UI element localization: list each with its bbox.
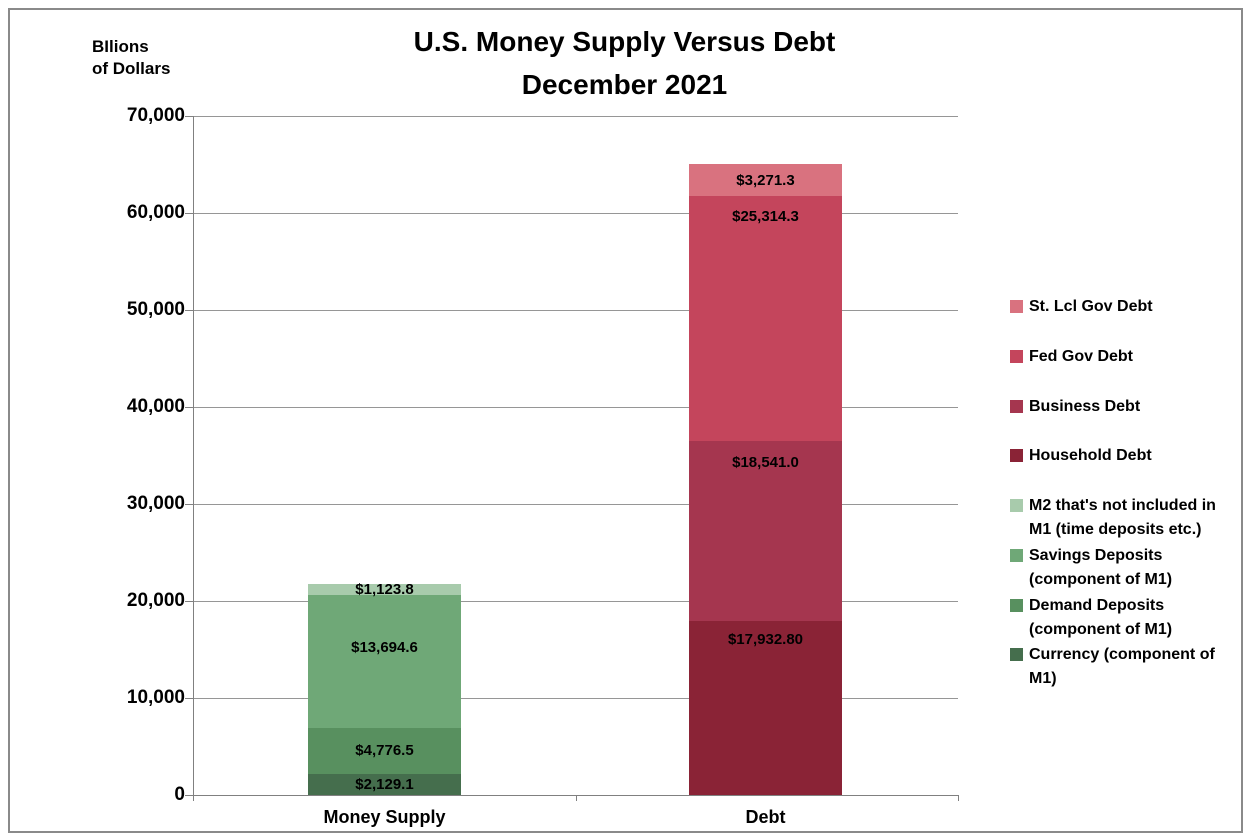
y-axis-tick — [185, 600, 193, 602]
y-tick-label: 30,000 — [126, 493, 185, 514]
gridline — [193, 212, 958, 214]
bar-segment — [308, 595, 461, 728]
y-tick-label: 10,000 — [126, 687, 185, 708]
bar-segment-value-label: $18,541.0 — [732, 453, 799, 471]
legend-swatch-icon — [1010, 499, 1023, 512]
y-axis-tick — [185, 309, 193, 311]
legend-item: Currency (component of M1) — [1010, 643, 1230, 691]
y-axis-tick — [185, 503, 193, 505]
y-axis-tick — [185, 406, 193, 408]
legend-item-label: Currency (component of M1) — [1029, 646, 1215, 687]
gridline — [193, 406, 958, 408]
legend-item-label: St. Lcl Gov Debt — [1029, 298, 1153, 315]
legend-swatch-icon — [1010, 350, 1023, 363]
legend-item-label: Savings Deposits (component of M1) — [1029, 547, 1173, 588]
legend-item: Demand Deposits (component of M1) — [1010, 594, 1230, 642]
x-axis-category-label: Debt — [745, 807, 786, 827]
chart-title: U.S. Money Supply Versus Debt December 2… — [8, 20, 1241, 106]
y-axis-unit-line2: of Dollars — [92, 59, 171, 78]
bar-segment-value-label: $3,271.3 — [736, 172, 795, 190]
y-tick-label: 70,000 — [126, 105, 185, 126]
y-axis-unit-line1: BIlions — [92, 37, 149, 56]
x-axis-tick — [575, 795, 577, 801]
gridline — [193, 309, 958, 311]
gridline — [193, 697, 958, 699]
chart-title-line2: December 2021 — [521, 69, 728, 100]
y-axis-tick — [185, 115, 193, 117]
bar-segment-value-label: $1,123.8 — [355, 580, 414, 598]
chart-frame — [8, 8, 1243, 833]
legend-swatch-icon — [1010, 449, 1023, 462]
x-axis-category-label: Money Supply — [323, 807, 446, 827]
legend-swatch-icon — [1010, 400, 1023, 413]
y-axis-tick — [185, 697, 193, 699]
legend-item-label: M2 that's not included in M1 (time depos… — [1029, 497, 1216, 538]
bar-segment — [308, 584, 461, 596]
y-axis-line — [193, 116, 194, 795]
y-tick-label: 20,000 — [126, 590, 185, 611]
y-axis-unit-label: BIlions of Dollars — [92, 36, 170, 80]
legend-item-label: Business Debt — [1029, 398, 1141, 415]
x-axis-tick — [958, 795, 959, 801]
bar-segment — [689, 441, 842, 622]
y-tick-label: 60,000 — [126, 202, 185, 223]
y-tick-label: 50,000 — [126, 299, 185, 320]
legend-swatch-icon — [1010, 549, 1023, 562]
y-axis-tick — [185, 794, 193, 796]
bar-segment — [689, 163, 842, 196]
legend-item-label: Demand Deposits (component of M1) — [1029, 597, 1173, 638]
bar-segment-value-label: $4,776.5 — [355, 742, 414, 760]
legend-item-label: Household Debt — [1029, 447, 1152, 464]
legend-item: M2 that's not included in M1 (time depos… — [1010, 494, 1230, 542]
legend-swatch-icon — [1010, 599, 1023, 612]
bar-segment — [308, 728, 461, 775]
y-tick-label: 40,000 — [126, 396, 185, 417]
legend-item: Savings Deposits (component of M1) — [1010, 544, 1230, 592]
bar-segment — [689, 621, 842, 795]
chart-title-line1: U.S. Money Supply Versus Debt — [413, 26, 836, 57]
gridline — [193, 600, 958, 602]
bar-segment-value-label: $13,694.6 — [351, 639, 418, 657]
bar-segment-value-label: $17,932.80 — [727, 631, 804, 649]
legend-item: St. Lcl Gov Debt — [1010, 295, 1230, 319]
legend-item: Fed Gov Debt — [1010, 345, 1230, 369]
gridline — [193, 503, 958, 505]
legend-swatch-icon — [1010, 300, 1023, 313]
gridline — [193, 115, 958, 117]
bar-segment — [689, 195, 842, 442]
legend-item: Business Debt — [1010, 395, 1230, 419]
bar-segment-value-label: $2,129.1 — [355, 775, 414, 793]
y-tick-label: 0 — [174, 784, 185, 805]
legend-swatch-icon — [1010, 648, 1023, 661]
bar-segment-value-label: $25,314.3 — [732, 207, 799, 225]
x-axis-tick — [193, 795, 194, 801]
legend-item: Household Debt — [1010, 444, 1230, 468]
bar-segment — [308, 774, 461, 795]
y-axis-tick — [185, 212, 193, 214]
legend-item-label: Fed Gov Debt — [1029, 348, 1134, 365]
